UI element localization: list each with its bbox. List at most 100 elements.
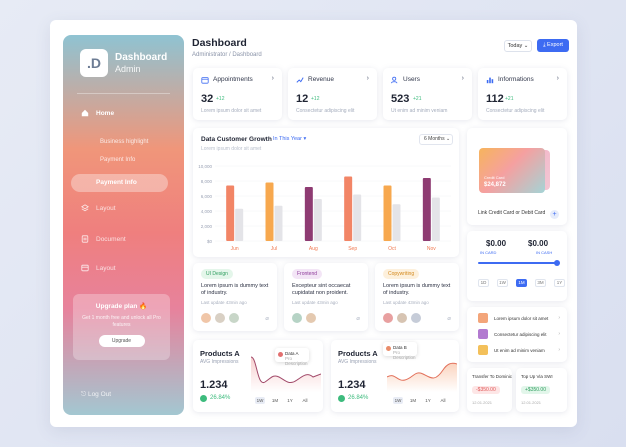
sidebar-subitem-business-highlight[interactable]: Business highlight (100, 139, 149, 145)
brand-title: Dashboard (115, 52, 168, 63)
transaction-text: Consectetur adipiscing elit (494, 332, 547, 337)
tooltip-title: Data A (285, 351, 299, 356)
cash-balance-label: IN CASH (536, 250, 553, 255)
layers-icon (81, 204, 89, 212)
transfer-card-out[interactable]: Transfer To Dominic -$350.00 12.01.2021 (467, 368, 512, 412)
range-tabs: 1W 1M 1Y All (255, 397, 310, 404)
bar-primary[interactable] (422, 178, 431, 241)
bar-secondary[interactable] (431, 197, 440, 242)
transaction-thumbnail (478, 345, 488, 355)
stat-name: Revenue (308, 76, 335, 83)
stat-card-appointments[interactable]: Appointments › 32 +12 Lorem ipsum dolor … (193, 68, 282, 120)
balance-card (467, 231, 567, 301)
upgrade-title: Upgrade plan 🔥 (95, 303, 148, 310)
tooltip-subtitle: Pro Description (285, 356, 308, 366)
chart-bars-icon (486, 77, 494, 84)
stat-card-users[interactable]: Users › 523 +21 Ut enim ad minim veniam (383, 68, 472, 120)
tab-1w[interactable]: 1W (497, 279, 508, 287)
sidebar-item-active[interactable]: Payment Info (71, 174, 168, 192)
attachment-icon[interactable]: ⌀ (356, 316, 360, 322)
tab-1m[interactable]: 1M (409, 398, 417, 403)
export-button[interactable]: ⤓ Export (537, 39, 569, 52)
date-filter-dropdown[interactable]: Today ⌄ (504, 40, 532, 52)
task-tag: Frontend (292, 269, 323, 279)
bar-secondary[interactable] (274, 205, 283, 241)
tab-1w[interactable]: 1W (255, 397, 265, 404)
range-select[interactable]: 6 Months ⌄ (419, 134, 453, 145)
tab-1m[interactable]: 1M (271, 398, 279, 403)
sidebar-item-label: Document (96, 235, 126, 243)
product-subtitle: AVG Impressions (338, 359, 377, 365)
avatar (306, 313, 316, 323)
product-name: Products A (200, 349, 240, 358)
avatar-group (292, 313, 316, 323)
y-tick-label: 4,000 (201, 209, 213, 214)
list-icon (81, 264, 89, 272)
credit-card[interactable]: Credit Card $24,872 (479, 148, 545, 193)
stat-card-revenue[interactable]: Revenue › 12 +12 Consectetur adipiscing … (288, 68, 377, 120)
stat-description: Lorem ipsum dolor sit amet (201, 108, 262, 114)
product-card-a[interactable]: Products A AVG Impressions Data A Pro Des… (193, 340, 323, 412)
chevron-right-icon[interactable]: › (461, 75, 464, 82)
bar-primary[interactable] (226, 185, 235, 242)
transfer-date: 12.01.2021 (521, 400, 542, 405)
sidebar: .D Dashboard Admin Home Business highlig… (63, 35, 184, 415)
attachment-icon[interactable]: ⌀ (265, 316, 269, 322)
attachment-icon[interactable]: ⌀ (447, 316, 451, 322)
stat-value: 32 (201, 93, 214, 105)
logout-link[interactable]: ⎋ Log Out (81, 391, 111, 399)
chevron-right-icon[interactable]: › (556, 75, 559, 82)
tab-1y[interactable]: 1Y (425, 398, 431, 403)
tab-1y[interactable]: 1Y (287, 398, 293, 403)
x-tick-label: Aug (309, 246, 318, 252)
bar-primary[interactable] (344, 176, 353, 242)
stat-value: 523 (391, 93, 410, 105)
stat-card-informations[interactable]: Informations › 112 +21 Consectetur adipi… (478, 68, 567, 120)
product-percentage: 26.84% (348, 395, 369, 401)
transaction-row[interactable]: Ut enim ad minim veniam › (478, 345, 560, 357)
transaction-row[interactable]: Lorem ipsum dolor sit amet › (478, 313, 560, 325)
chart-title: Data Customer Growth (201, 136, 272, 143)
tab-1m[interactable]: 1M (516, 279, 527, 287)
product-subtitle: AVG Impressions (200, 359, 239, 365)
bar-primary[interactable] (383, 185, 392, 242)
upgrade-button[interactable]: Upgrade (98, 335, 145, 347)
bar-secondary[interactable] (392, 204, 401, 241)
bar-secondary[interactable] (235, 208, 244, 241)
tab-all[interactable]: All (302, 398, 308, 403)
add-card-button[interactable]: + (550, 210, 559, 219)
range-tabs: 1W 1M 1Y All (393, 397, 448, 404)
balance-slider-handle[interactable] (554, 260, 560, 266)
bar-primary[interactable] (304, 187, 313, 241)
y-tick-label: 6,000 (201, 194, 213, 199)
bar-primary[interactable] (265, 182, 274, 242)
tab-1w[interactable]: 1W (393, 397, 403, 404)
transfer-card-in[interactable]: Top Up Via SWI +$350.00 12.01.2021 (516, 368, 567, 412)
users-icon (391, 76, 398, 84)
bar-secondary[interactable] (353, 194, 362, 242)
y-tick-label: 2,000 (201, 224, 213, 229)
transaction-row[interactable]: Consectetur adipiscing elit › (478, 329, 560, 341)
transaction-text: Lorem ipsum dolor sit amet (494, 316, 549, 321)
product-card-b[interactable]: Products A AVG Impressions Data B Pro Des… (331, 340, 459, 412)
task-card-frontend[interactable]: Frontend Excepteur sint occaecat cupidat… (284, 263, 368, 331)
y-tick-label: $0 (207, 239, 213, 244)
tab-3m[interactable]: 3M (535, 279, 546, 287)
app-logo[interactable]: .D (80, 49, 108, 77)
balance-slider-track[interactable] (478, 262, 557, 264)
bar-secondary[interactable] (313, 199, 322, 241)
chevron-right-icon[interactable]: › (366, 75, 369, 82)
tab-1d[interactable]: 1D (478, 279, 489, 287)
period-dropdown[interactable]: In This Year ▾ (273, 136, 307, 142)
task-meta: Last update 43min ago (383, 300, 429, 305)
sidebar-subitem-payment-info[interactable]: Payment Info (100, 157, 136, 163)
tooltip-subtitle: Pro Description (393, 350, 416, 360)
task-card-ui-design[interactable]: UI Design Lorem ipsum is dummy text of i… (193, 263, 277, 331)
task-card-copywriting[interactable]: Copywriting Lorem ipsum is dummy text of… (375, 263, 459, 331)
chevron-right-icon[interactable]: › (271, 75, 274, 82)
transfer-date: 12.01.2021 (472, 400, 493, 405)
tab-all[interactable]: All (440, 398, 446, 403)
logout-label: Log Out (87, 391, 112, 398)
tab-1y[interactable]: 1Y (554, 279, 565, 287)
y-tick-label: 10,000 (198, 164, 212, 169)
